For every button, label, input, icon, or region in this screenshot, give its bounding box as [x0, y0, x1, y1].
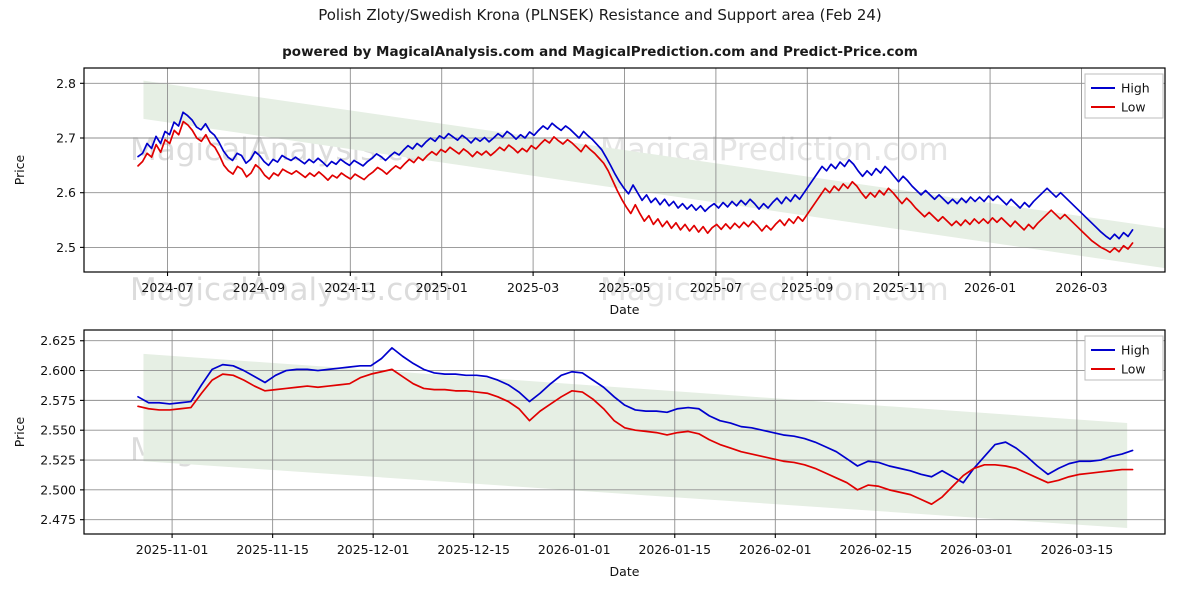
- y-tick-label: 2.575: [40, 393, 76, 408]
- y-tick-label: 2.5: [56, 240, 76, 255]
- x-tick-label: 2024-11: [324, 280, 376, 295]
- support-resistance-band: [143, 353, 1128, 529]
- y-tick-label: 2.475: [40, 512, 76, 527]
- x-tick-label: 2026-03-01: [940, 542, 1013, 557]
- x-tick-label: 2026-01-15: [638, 542, 711, 557]
- y-tick-label: 2.600: [40, 363, 76, 378]
- x-tick-label: 2026-01: [964, 280, 1016, 295]
- watermark-text: MagicalPrediction.com: [600, 272, 949, 308]
- legend-box: [1084, 73, 1164, 119]
- plot-frame: [83, 329, 1166, 535]
- x-tick-label: 2025-11-01: [136, 542, 209, 557]
- x-tick-label: 2026-01-01: [538, 542, 611, 557]
- page-title: Polish Zloty/Swedish Krona (PLNSEK) Resi…: [318, 6, 882, 24]
- y-tick-label: 2.550: [40, 423, 76, 438]
- x-tick-label: 2025-05: [598, 280, 650, 295]
- plot-frame: [83, 67, 1166, 273]
- legend-label-high: High: [1121, 81, 1150, 96]
- y-tick-label: 2.525: [40, 453, 76, 468]
- y-axis-label: Price: [12, 154, 27, 185]
- overview-chart: 2024-07 2024-09 2024-11 2025-01 2025-03 2025-…: [12, 67, 1166, 317]
- y-tick-label: 2.625: [40, 333, 76, 348]
- legend-label-high: High: [1121, 343, 1150, 358]
- y-tick-label: 2.8: [56, 76, 76, 91]
- x-tick-label: 2025-03: [507, 280, 559, 295]
- x-tick-label: 2025-11: [873, 280, 925, 295]
- x-tick-label: 2026-03-15: [1041, 542, 1114, 557]
- y-tick-label: 2.500: [40, 482, 76, 497]
- legend-box: [1084, 335, 1164, 381]
- x-tick-label: 2026-03: [1055, 280, 1107, 295]
- x-axis-label: Date: [610, 564, 640, 579]
- detail-chart: 2025-11-01 2025-11-15 2025-12-01 2025-12-15…: [12, 329, 1166, 579]
- x-tick-label: 2025-09: [781, 280, 833, 295]
- chart-legend: High Low: [1084, 73, 1164, 119]
- y-tick-label: 2.7: [56, 131, 76, 146]
- x-tick-label: 2024-09: [233, 280, 285, 295]
- x-tick-label: 2025-11-15: [236, 542, 309, 557]
- page-subtitle: powered by MagicalAnalysis.com and Magic…: [282, 44, 918, 60]
- series-line-high: [137, 111, 1134, 241]
- chart-legend: High Low: [1084, 335, 1164, 381]
- x-tick-label: 2026-02-15: [840, 542, 913, 557]
- x-tick-label: 2025-12-01: [337, 542, 410, 557]
- series-line-low: [137, 120, 1134, 254]
- support-resistance-band: [143, 80, 1165, 269]
- legend-label-low: Low: [1121, 362, 1146, 377]
- x-tick-label: 2025-07: [690, 280, 742, 295]
- x-axis-label: Date: [610, 302, 640, 317]
- legend-label-low: Low: [1121, 100, 1146, 115]
- y-axis-label: Price: [12, 416, 27, 447]
- y-tick-label: 2.6: [56, 185, 76, 200]
- watermark-text: MagicalAnalysis.com: [130, 272, 452, 308]
- x-tick-label: 2026-02-01: [739, 542, 812, 557]
- x-tick-label: 2025-01: [416, 280, 468, 295]
- series-line-high: [137, 347, 1134, 484]
- x-tick-label: 2024-07: [141, 280, 193, 295]
- x-tick-label: 2025-12-15: [437, 542, 510, 557]
- series-line-low: [137, 368, 1134, 506]
